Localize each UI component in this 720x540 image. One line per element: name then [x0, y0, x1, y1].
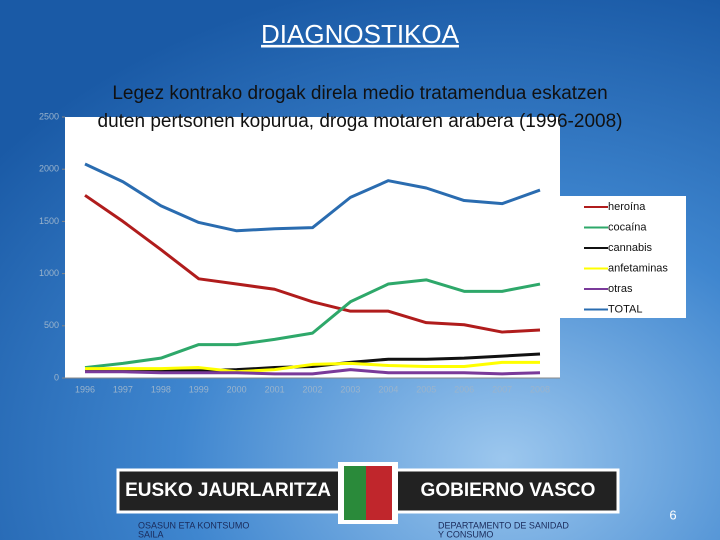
plot-area — [65, 117, 560, 378]
y-tick-label: 0 — [54, 372, 59, 382]
logo-caption: SAILA — [138, 529, 164, 539]
legend — [560, 196, 686, 318]
page-number: 6 — [669, 507, 676, 522]
series-line — [84, 278, 541, 370]
slide-title: DIAGNOSTIKOA — [261, 19, 460, 49]
series-line — [85, 368, 541, 376]
legend-label: TOTAL — [608, 303, 642, 315]
x-tick-label: 2008 — [530, 384, 550, 394]
x-tick-label: 2000 — [227, 384, 247, 394]
x-tick-label: 1999 — [189, 384, 209, 394]
legend-label: otras — [608, 283, 633, 295]
chart-title: duten pertsonen kopurua, droga motaren a… — [98, 111, 623, 132]
legend-label: heroína — [608, 201, 646, 213]
x-tick-label: 2002 — [302, 384, 322, 394]
y-tick-label: 500 — [44, 320, 59, 330]
legend-label: cannabis — [608, 242, 653, 254]
x-tick-label: 1998 — [151, 384, 171, 394]
logo-caption: Y CONSUMO — [438, 529, 493, 539]
x-tick-label: 1997 — [113, 384, 133, 394]
logo-shield — [366, 466, 392, 520]
logo: EUSKO JAURLARITZA GOBIERNO VASCO OSASUN … — [116, 462, 620, 539]
x-tick-label: 2003 — [340, 384, 360, 394]
x-tick-label: 1996 — [75, 384, 95, 394]
y-tick-label: 1000 — [39, 268, 59, 278]
legend-label: anfetaminas — [608, 262, 668, 274]
logo-text: GOBIERNO VASCO — [421, 480, 596, 501]
series-line — [84, 194, 541, 334]
logo-caption: OSASUN ETA KONTSUMO — [138, 520, 249, 530]
series-line — [84, 162, 541, 233]
logo-text: EUSKO JAURLARITZA — [125, 480, 331, 501]
x-tick-label: 2004 — [378, 384, 398, 394]
x-tick-label: 2001 — [265, 384, 285, 394]
logo-caption: DEPARTAMENTO DE SANIDAD — [438, 520, 569, 530]
y-tick-label: 2000 — [39, 164, 59, 174]
series-line — [84, 352, 541, 373]
y-tick-label: 1500 — [39, 216, 59, 226]
logo-shield — [344, 466, 366, 520]
x-tick-label: 2005 — [416, 384, 436, 394]
x-tick-label: 2006 — [454, 384, 474, 394]
series-line — [85, 360, 540, 374]
chart-title: Legez kontrako drogak direla medio trata… — [112, 83, 607, 104]
y-tick-label: 2500 — [39, 111, 59, 121]
x-tick-label: 2007 — [492, 384, 512, 394]
legend-label: cocaína — [608, 221, 647, 233]
